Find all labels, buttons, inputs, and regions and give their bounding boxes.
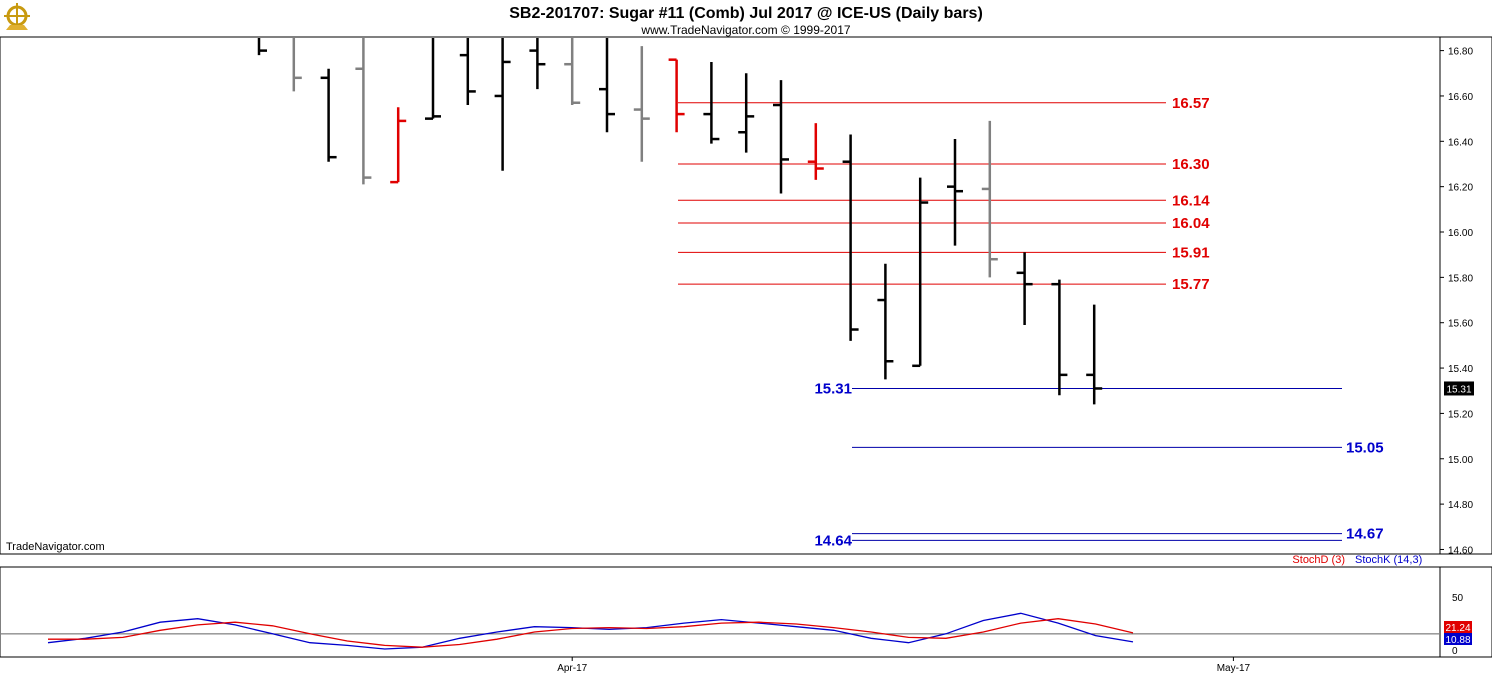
stochd-value-tag <box>1444 621 1472 633</box>
ohlc-bar-6 <box>459 38 476 106</box>
support-label-1: 15.05 <box>1346 439 1384 456</box>
last-price-tag <box>1444 381 1474 396</box>
support-label-0: 15.31 <box>814 380 852 397</box>
date-tick-label-0: Apr-17 <box>557 663 587 674</box>
price-levels: 16.57 16.30 16.14 16.04 15.91 15.77 15.31 15.05… <box>678 95 1384 549</box>
price-tick-label-2: 16.40 <box>1448 137 1473 148</box>
ohlc-bar-2 <box>320 68 337 162</box>
ohlc-bar-18 <box>877 263 894 380</box>
resistance-label-5: 15.77 <box>1172 276 1210 293</box>
date-axis: Apr-17 May-17 <box>557 657 1251 674</box>
resistance-label-2: 16.14 <box>1172 192 1210 209</box>
ohlc-bar-23 <box>1051 279 1068 396</box>
ohlc-bars <box>257 38 1103 405</box>
legend-stochd: StochD (3) <box>1292 554 1345 566</box>
ohlc-bar-11 <box>633 46 650 162</box>
price-tick-label-0: 16.80 <box>1448 47 1473 58</box>
ohlc-bar-13 <box>703 61 720 144</box>
support-label-3: 14.64 <box>814 532 852 549</box>
price-tick-label-1: 16.60 <box>1448 92 1473 103</box>
ohlc-bar-20 <box>947 139 963 246</box>
price-axis-ticks: 16.80 16.60 16.40 16.20 16.00 15.80 15.60 15.40… <box>1440 47 1473 556</box>
price-axis <box>1439 36 1492 555</box>
stochk-value: 10.88 <box>1445 635 1470 646</box>
stochd-value: 21.24 <box>1445 623 1470 634</box>
stochk-value-tag <box>1444 633 1472 645</box>
price-tick-label-8: 15.20 <box>1448 409 1473 420</box>
support-label-2: 14.67 <box>1346 526 1384 543</box>
resistance-label-3: 16.04 <box>1172 215 1210 232</box>
ohlc-bar-7 <box>494 38 511 171</box>
ohlc-bar-4 <box>390 107 407 184</box>
price-tick-label-6: 15.60 <box>1448 319 1473 330</box>
legend-stochk: StochK (14,3) <box>1355 554 1422 566</box>
date-tick-label-1: May-17 <box>1217 663 1251 674</box>
last-price-label: 15.31 <box>1446 384 1471 395</box>
ohlc-bar-3 <box>355 38 372 185</box>
ohlc-bar-15 <box>773 80 789 194</box>
resistance-label-4: 15.91 <box>1172 244 1210 261</box>
ohlc-bar-21 <box>981 120 998 278</box>
ohlc-bar-22 <box>1016 252 1033 325</box>
ohlc-bar-8 <box>529 38 546 90</box>
ohlc-bar-16 <box>807 123 824 180</box>
price-tick-label-11: 14.60 <box>1448 545 1473 556</box>
price-tick-label-3: 16.20 <box>1448 183 1473 194</box>
ohlc-bar-12 <box>668 58 685 133</box>
resistance-label-1: 16.30 <box>1172 156 1210 173</box>
stochastic-lines <box>1 612 1439 650</box>
ohlc-bar-19 <box>912 177 929 368</box>
ohlc-bar-9 <box>564 38 581 106</box>
ohlc-bar-0 <box>257 38 267 56</box>
ohlc-bar-24 <box>1086 304 1103 405</box>
stoch-tick-50: 50 <box>1452 593 1464 604</box>
ohlc-bar-14 <box>738 73 755 153</box>
price-tick-label-9: 15.00 <box>1448 455 1473 466</box>
stoch-tick-0: 0 <box>1452 646 1458 657</box>
stoch-series-1 <box>48 618 1134 648</box>
chart-title: SB2-201707: Sugar #11 (Comb) Jul 2017 @ … <box>509 5 983 22</box>
chart-subtitle: www.TradeNavigator.com © 1999-2017 <box>640 23 850 37</box>
watermark: TradeNavigator.com <box>6 541 105 553</box>
resistance-label-0: 16.57 <box>1172 95 1210 112</box>
price-tick-label-7: 15.40 <box>1448 364 1473 375</box>
price-tick-label-5: 15.80 <box>1448 273 1473 284</box>
ohlc-bar-1 <box>292 38 302 92</box>
ohlc-bar-17 <box>842 134 859 341</box>
ship-wheel-icon <box>4 3 30 30</box>
price-tick-label-4: 16.00 <box>1448 228 1473 239</box>
ohlc-bar-5 <box>425 38 441 120</box>
price-tick-label-10: 14.80 <box>1448 500 1473 511</box>
ohlc-bar-10 <box>599 38 615 133</box>
